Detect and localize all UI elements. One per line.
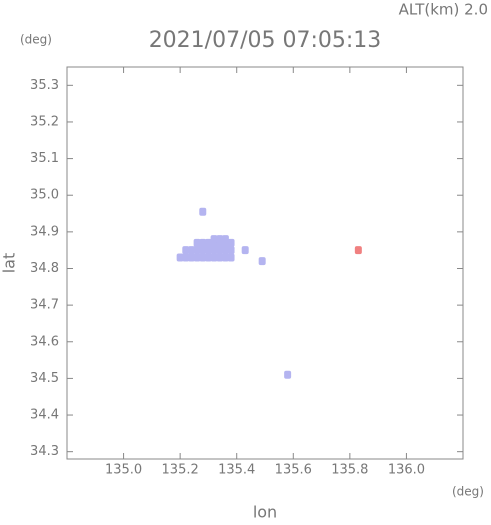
y-tick-label: 34.7 bbox=[30, 298, 59, 313]
echo-point bbox=[284, 370, 292, 379]
echo-point bbox=[187, 253, 195, 262]
echo-point bbox=[227, 238, 235, 247]
echo-point bbox=[210, 235, 218, 244]
echo-point bbox=[193, 246, 201, 255]
echo-point bbox=[210, 253, 218, 262]
y-tick-label: 35.1 bbox=[30, 151, 59, 166]
y-tick-label: 34.6 bbox=[30, 334, 59, 349]
echo-point bbox=[227, 246, 235, 255]
echo-point bbox=[216, 235, 224, 244]
echo-point bbox=[216, 253, 224, 262]
echo-point bbox=[199, 207, 207, 216]
echo-point bbox=[354, 246, 362, 255]
y-tick-label: 34.4 bbox=[30, 408, 59, 423]
echo-point bbox=[241, 246, 249, 255]
x-unit: (deg) bbox=[452, 485, 484, 499]
plot-frame bbox=[66, 66, 464, 460]
y-tick-label: 35.3 bbox=[30, 78, 59, 93]
echo-point bbox=[210, 246, 218, 255]
x-tick-label: 136.0 bbox=[388, 463, 425, 478]
x-tick-label: 135.4 bbox=[218, 463, 255, 478]
y-axis-label: lat bbox=[0, 253, 19, 274]
echo-point bbox=[204, 238, 212, 247]
y-tick-label: 34.8 bbox=[30, 261, 59, 276]
echo-point bbox=[227, 253, 235, 262]
echo-point bbox=[258, 257, 266, 266]
echo-point bbox=[193, 253, 201, 262]
echo-point bbox=[221, 253, 229, 262]
chart-title: 2021/07/05 07:05:13 bbox=[149, 28, 382, 53]
y-tick-label: 35.2 bbox=[30, 114, 59, 129]
echo-point bbox=[199, 246, 207, 255]
echo-point bbox=[221, 235, 229, 244]
y-tick-label: 34.5 bbox=[30, 371, 59, 386]
echo-point bbox=[193, 238, 201, 247]
echo-point bbox=[182, 246, 190, 255]
echo-point bbox=[199, 253, 207, 262]
altitude-label: ALT(km) 2.0 bbox=[399, 1, 488, 19]
x-tick-label: 135.2 bbox=[162, 463, 199, 478]
x-tick-label: 135.6 bbox=[275, 463, 312, 478]
echo-point bbox=[182, 253, 190, 262]
echo-point bbox=[216, 246, 224, 255]
echo-point bbox=[199, 238, 207, 247]
y-unit: (deg) bbox=[20, 33, 52, 47]
y-tick-label: 34.9 bbox=[30, 224, 59, 239]
echo-point bbox=[176, 253, 184, 262]
y-tick-label: 35.0 bbox=[30, 188, 59, 203]
echo-point bbox=[221, 246, 229, 255]
x-axis-label: lon bbox=[253, 503, 277, 522]
x-tick-label: 135.0 bbox=[105, 463, 142, 478]
echo-point bbox=[187, 246, 195, 255]
y-tick-label: 34.3 bbox=[30, 444, 59, 459]
x-tick-label: 135.8 bbox=[331, 463, 368, 478]
echo-point bbox=[204, 253, 212, 262]
echo-point bbox=[204, 246, 212, 255]
